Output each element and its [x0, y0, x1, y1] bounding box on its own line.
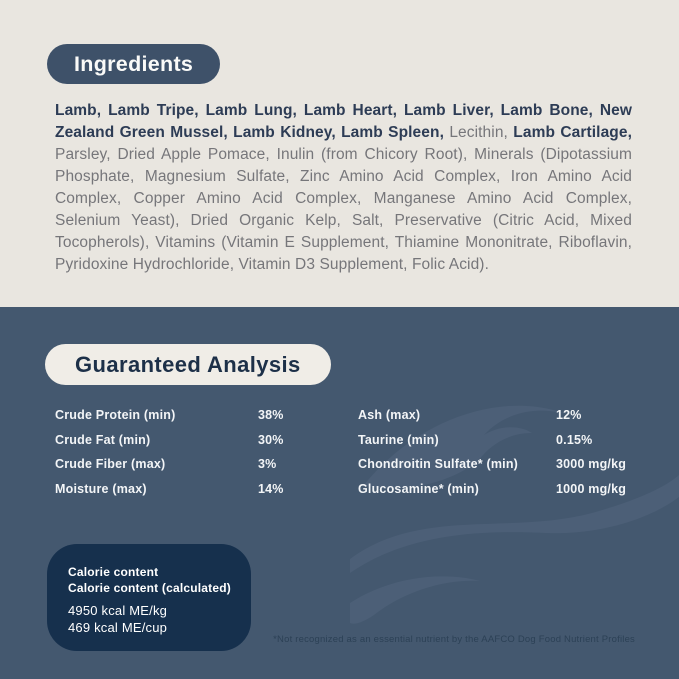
analysis-label: Glucosamine* (min)	[358, 481, 479, 496]
ingredients-header-pill: Ingredients	[47, 44, 221, 84]
analysis-value: 3000 mg/kg	[556, 457, 627, 471]
analysis-value: 0.15%	[556, 432, 593, 447]
analysis-value: 14%	[258, 481, 284, 496]
guaranteed-analysis-header-label: Guaranteed Analysis	[75, 351, 301, 377]
analysis-label: Chondroitin Sulfate* (min)	[358, 457, 519, 471]
analysis-label: Ash (max)	[358, 408, 421, 422]
calorie-title: Calorie content	[68, 565, 159, 579]
analysis-value: 30%	[258, 432, 284, 447]
guaranteed-analysis-header-pill: Guaranteed Analysis	[45, 344, 331, 385]
analysis-value: 1000 mg/kg	[556, 481, 627, 496]
analysis-value: 3%	[258, 457, 277, 471]
calorie-title-calculated: Calorie content (calculated)	[68, 580, 231, 595]
ingredients-paragraph: Lamb, Lamb Tripe, Lamb Lung, Lamb Heart,…	[55, 100, 632, 276]
analysis-value: 12%	[556, 408, 582, 422]
calorie-content-box: Calorie content Calorie content (calcula…	[47, 544, 251, 651]
analysis-label: Moisture (max)	[55, 481, 147, 496]
ingredients-primary-meats: Lamb, Lamb Tripe, Lamb Lung, Lamb Heart,…	[55, 102, 632, 141]
guaranteed-analysis-section: Guaranteed Analysis Crude Protein (min) …	[0, 307, 679, 679]
analysis-label: Crude Protein (min)	[55, 408, 176, 422]
calorie-spacer	[68, 596, 251, 603]
analysis-label: Crude Fiber (max)	[55, 457, 166, 471]
ingredients-section: Ingredients Lamb, Lamb Tripe, Lamb Lung,…	[0, 0, 679, 307]
ingredients-header-label: Ingredients	[74, 51, 194, 76]
analysis-value: 38%	[258, 408, 284, 422]
analysis-label: Taurine (min)	[358, 432, 439, 447]
ingredients-lecithin: Lecithin,	[449, 124, 514, 141]
guaranteed-analysis-table: Crude Protein (min) 38% Ash (max) 12% Cr…	[55, 408, 635, 506]
calorie-value-per-cup: 469 kcal ME/cup	[68, 619, 168, 635]
aafco-footnote: *Not recognized as an essential nutrient…	[273, 634, 635, 645]
calorie-value-per-kg: 4950 kcal ME/kg	[68, 603, 168, 618]
ingredients-remaining: Parsley, Dried Apple Pomace, Inulin (fro…	[55, 146, 632, 273]
analysis-label: Crude Fat (min)	[55, 432, 151, 447]
ingredients-lamb-cartilage: Lamb Cartilage,	[513, 124, 632, 141]
